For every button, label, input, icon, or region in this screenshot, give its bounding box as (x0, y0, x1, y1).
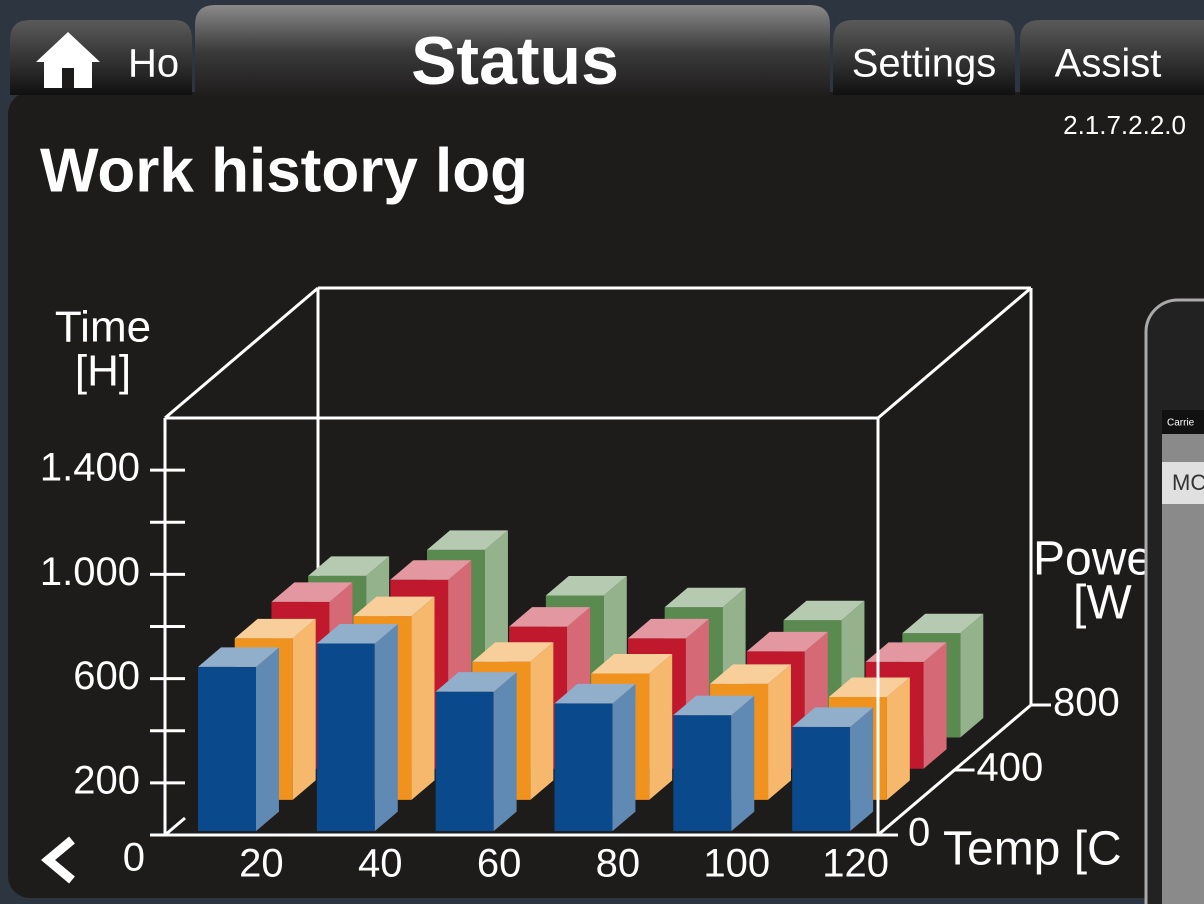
x-tick-label: 40 (358, 842, 403, 886)
phone-overlay: Carrie MC (1146, 300, 1204, 904)
z-axis-label: [W (1073, 577, 1132, 630)
x-axis-label: Temp [C (943, 823, 1122, 876)
y-tick-label: 0 (123, 836, 145, 880)
phone-carrier: Carrie (1167, 418, 1195, 429)
bar-side (530, 642, 553, 800)
x-tick-label: 80 (596, 842, 641, 886)
bar-front (555, 703, 613, 831)
screen: Ho Status Settings Assist 2.1.7.2.2.0 Wo… (0, 0, 1204, 904)
y-tick-label: 200 (73, 758, 140, 802)
y-axis-label: [H] (75, 347, 131, 396)
x-tick-label: 20 (239, 842, 284, 886)
bar-side (768, 664, 791, 799)
z-tick-label: 0 (908, 811, 930, 855)
bar-front (436, 692, 494, 831)
z-tick-label: 800 (1053, 681, 1120, 725)
phone-label: MC (1172, 470, 1204, 495)
bar-side (924, 642, 947, 768)
tab-label: Ho (128, 42, 179, 86)
bar-side (960, 614, 983, 738)
settings-tab[interactable]: Settings (833, 20, 1015, 95)
y-tick-label: 1.400 (40, 446, 140, 490)
x-tick-label: 120 (822, 842, 889, 886)
bar-side (887, 677, 910, 799)
page: Ho Status Settings Assist 2.1.7.2.2.0 Wo… (0, 0, 1204, 904)
tab-label: Status (411, 23, 619, 99)
x-tick-label: 60 (477, 842, 522, 886)
assist-tab[interactable]: Assist (1020, 20, 1204, 95)
x-tick-label: 100 (703, 842, 770, 886)
z-tick-label: 400 (977, 746, 1044, 790)
bar-side (293, 619, 316, 800)
home-tab[interactable]: Ho (10, 20, 192, 95)
status-tab[interactable]: Status (195, 5, 830, 99)
bar-front (198, 667, 256, 831)
bar-side (731, 696, 754, 831)
bar-front (792, 727, 850, 831)
home-icon-door (62, 68, 74, 88)
version: 2.1.7.2.2.0 (1063, 110, 1186, 140)
page-title: Work history log (40, 136, 528, 205)
bar-front (317, 643, 375, 831)
bar-side (850, 707, 873, 831)
y-tick-label: 1.000 (40, 550, 140, 594)
y-axis-label: Time (55, 303, 151, 352)
bar-side (375, 624, 398, 831)
tab-label: Assist (1055, 42, 1162, 86)
bar-side (613, 684, 636, 831)
bar-side (494, 672, 517, 831)
tab-label: Settings (852, 42, 997, 86)
bar-side (256, 647, 279, 831)
bar-side (412, 597, 435, 800)
bar-side (649, 654, 672, 800)
y-tick-label: 600 (73, 654, 140, 698)
bar-front (673, 715, 731, 831)
